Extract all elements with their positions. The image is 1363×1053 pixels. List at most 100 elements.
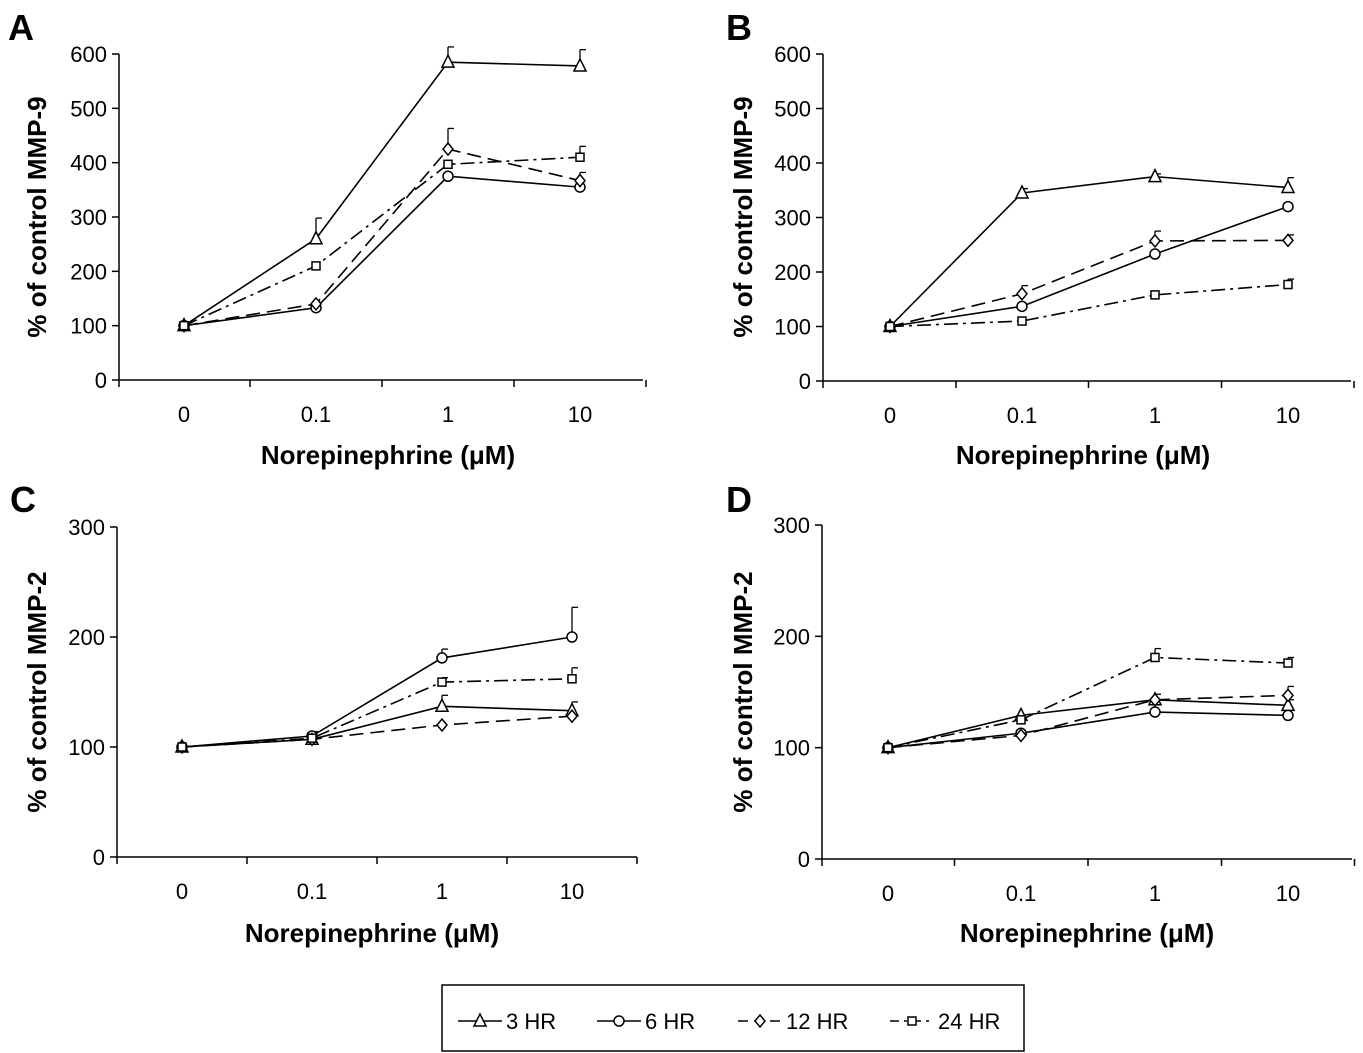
plot-area: 0 100 200 300 400 500 600 0 0.1 1 10: [774, 42, 1355, 428]
series-line: [889, 239, 1289, 328]
data-point: [575, 152, 585, 162]
data-point: [885, 321, 895, 332]
series-line: [183, 175, 581, 327]
y-tick-label: 300: [70, 205, 107, 230]
y-tick-label: 100: [773, 736, 810, 761]
legend-items: 3 HR 6 HR 12 HR 24 HR: [458, 1009, 1000, 1034]
series-line: [887, 694, 1289, 749]
data-point: [1015, 728, 1027, 743]
y-tick-label: 200: [774, 260, 811, 285]
y-tick-label: 200: [773, 624, 810, 649]
y-tick-label: 0: [95, 368, 107, 393]
plot-area: 0 100 200 300 400 500 600 0 0.1 1 10: [70, 42, 647, 427]
data-point: [1280, 178, 1296, 194]
legend-label: 3 HR: [506, 1009, 556, 1034]
x-tick-label: 10: [1276, 881, 1300, 906]
x-tick-label: 0: [884, 403, 896, 428]
legend-label: 6 HR: [645, 1009, 695, 1034]
data-point: [566, 709, 578, 724]
data-point: [1016, 300, 1028, 313]
x-tick-label: 1: [1149, 403, 1161, 428]
series-line: [887, 656, 1289, 749]
series-line: [889, 175, 1289, 328]
series-line: [183, 156, 581, 327]
data-point: [1282, 200, 1294, 213]
x-tick-label: 10: [560, 879, 584, 904]
data-point: [1016, 286, 1028, 301]
data-point: [310, 296, 322, 312]
y-tick-label: 600: [774, 42, 811, 67]
data-point: [308, 230, 324, 245]
legend-marker: [907, 1016, 917, 1026]
y-tick-label: 600: [70, 42, 107, 67]
data-point: [1016, 715, 1026, 725]
series-24-hr: [883, 647, 1294, 753]
data-point: [436, 652, 448, 664]
y-axis-title: % of control MMP-9: [728, 96, 758, 337]
data-point: [566, 631, 578, 643]
data-point: [442, 170, 454, 182]
y-axis-title: % of control MMP-9: [22, 96, 52, 337]
data-point: [574, 173, 586, 188]
x-tick-label: 0.1: [1006, 881, 1037, 906]
data-point: [311, 261, 321, 271]
data-point: [442, 141, 454, 157]
data-point: [1283, 658, 1293, 668]
data-point: [1149, 233, 1161, 249]
series-6-hr: [178, 170, 586, 332]
panel-d: D % of control MMP-2 Norepinephrine (μM)…: [726, 479, 1356, 948]
series-12-hr: [178, 127, 586, 333]
series-line: [889, 205, 1289, 328]
legend-marker: [472, 1012, 488, 1027]
series-6-hr: [882, 706, 1294, 754]
y-tick-label: 500: [774, 97, 811, 122]
legend-item: 24 HR: [890, 1009, 1000, 1034]
y-tick-label: 400: [70, 151, 107, 176]
y-tick-label: 400: [774, 151, 811, 176]
y-tick-label: 100: [774, 315, 811, 340]
data-point: [307, 733, 317, 743]
y-tick-label: 0: [93, 845, 105, 870]
legend: 3 HR 6 HR 12 HR 24 HR: [441, 984, 1025, 1052]
data-point: [883, 742, 893, 753]
legend-label: 24 HR: [938, 1009, 1000, 1034]
plot-area: 0 100 200 300 0 0.1 1 10: [68, 515, 638, 904]
data-point: [1147, 167, 1163, 183]
series-line: [183, 61, 581, 327]
series-12-hr: [176, 709, 578, 755]
data-point: [177, 742, 187, 752]
legend-label: 12 HR: [786, 1009, 848, 1034]
data-point: [1283, 279, 1293, 290]
x-axis-title: Norepinephrine (μM): [261, 440, 515, 470]
series-line: [183, 148, 581, 327]
data-point: [1014, 184, 1030, 199]
x-tick-label: 0.1: [1007, 403, 1038, 428]
series-24-hr: [177, 667, 578, 752]
data-point: [443, 159, 453, 170]
plot-area: 0 100 200 300 0 0.1 1 10: [773, 513, 1356, 906]
data-point: [1150, 290, 1160, 300]
data-point: [436, 717, 448, 733]
y-axis-title: % of control MMP-2: [728, 571, 758, 812]
data-point: [567, 674, 577, 684]
series-line: [181, 678, 573, 748]
series-line: [887, 698, 1289, 749]
panel-letter: C: [10, 479, 36, 520]
series-3-hr: [176, 46, 588, 332]
x-tick-label: 1: [442, 402, 454, 427]
legend-item: 3 HR: [458, 1009, 556, 1034]
series-6-hr: [176, 606, 578, 753]
x-tick-label: 0: [882, 881, 894, 906]
x-axis-title: Norepinephrine (μM): [960, 918, 1214, 948]
legend-marker: [754, 1013, 766, 1029]
data-point: [1017, 316, 1027, 326]
data-point: [1149, 248, 1161, 260]
data-point: [1149, 706, 1161, 718]
panel-c: C % of control MMP-2 Norepinephrine (μM)…: [10, 479, 638, 948]
legend-item: 12 HR: [738, 1009, 848, 1034]
x-tick-label: 0.1: [297, 879, 328, 904]
series-line: [181, 705, 573, 748]
y-tick-label: 500: [70, 96, 107, 121]
x-tick-label: 0.1: [301, 402, 332, 427]
x-axis-title: Norepinephrine (μM): [245, 918, 499, 948]
